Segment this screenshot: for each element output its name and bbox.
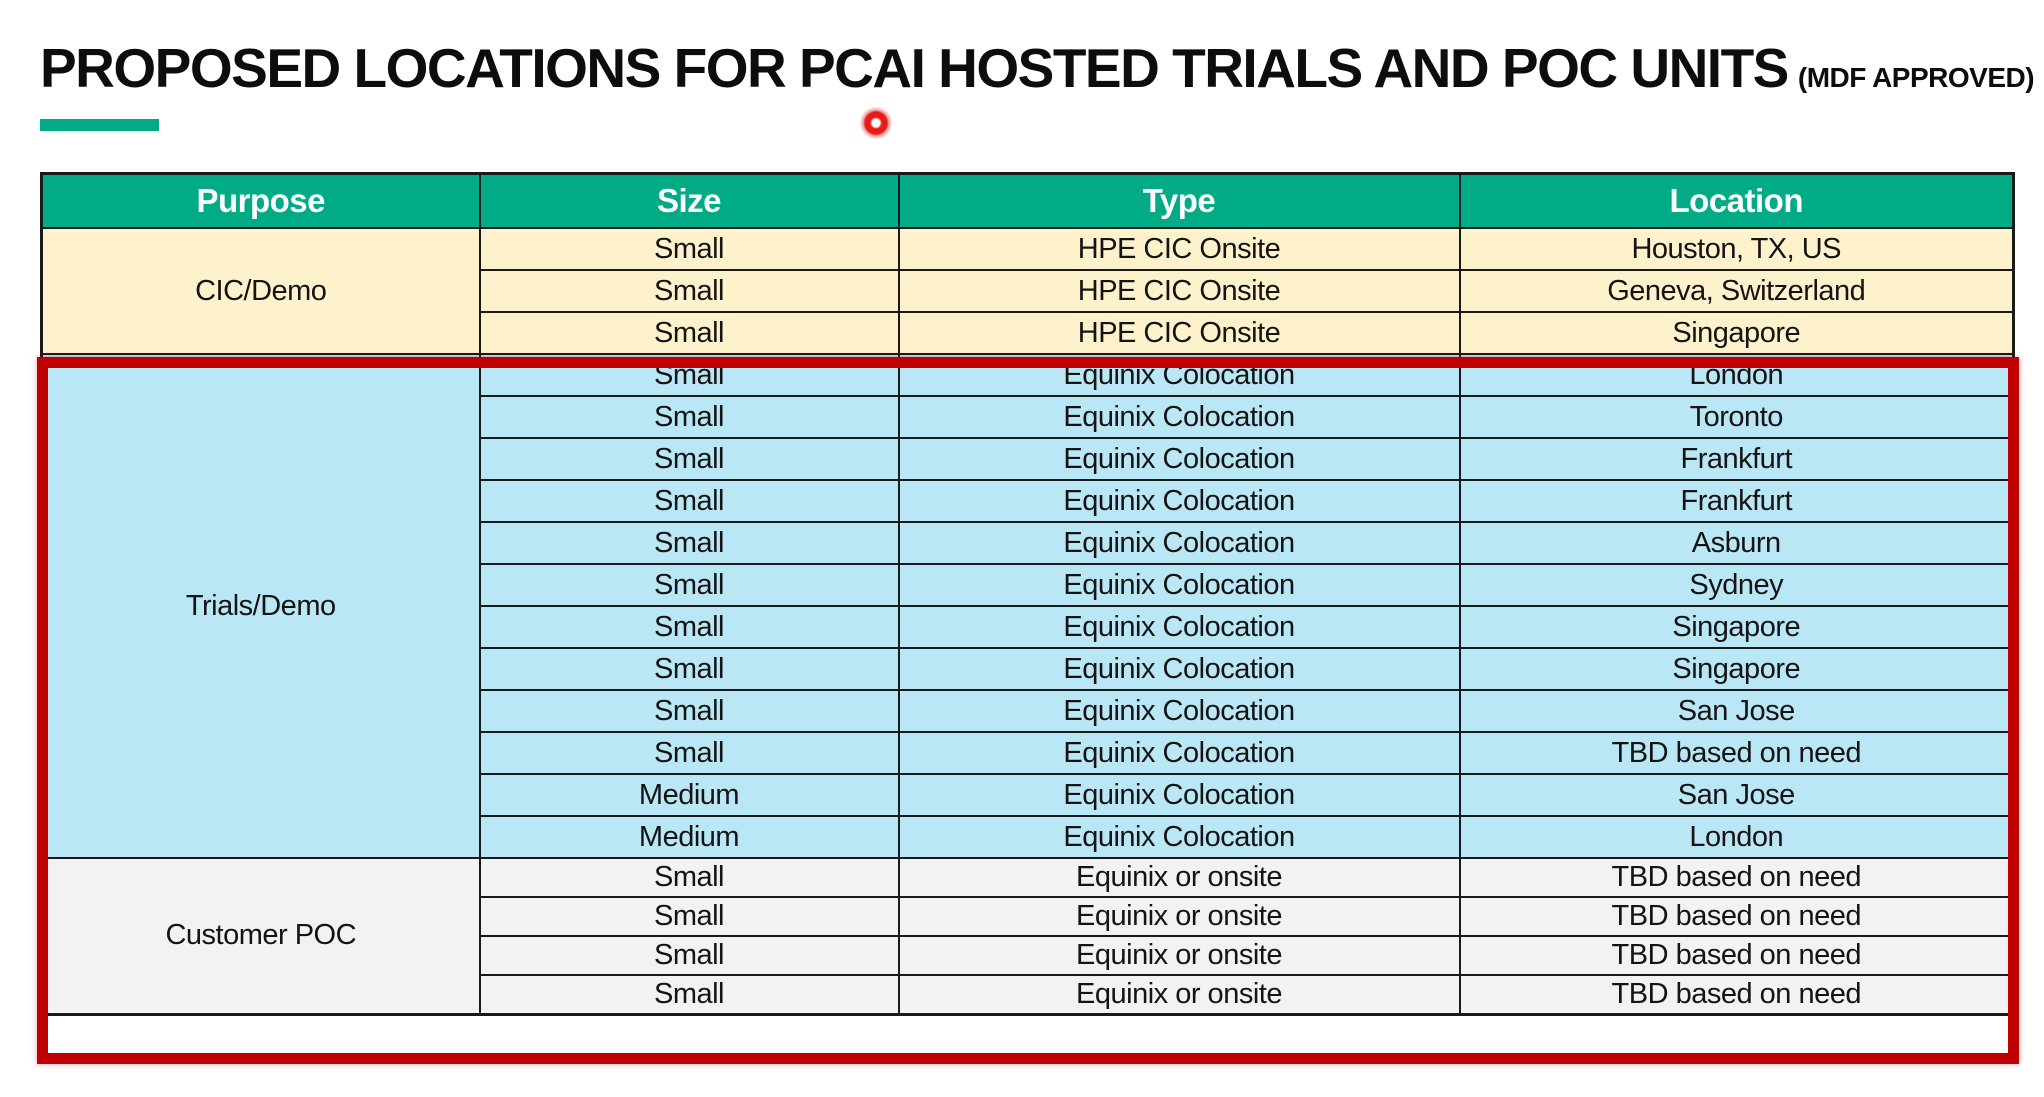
type-cell: Equinix Colocation bbox=[897, 689, 1461, 733]
table-row: Small Equinix Colocation Frankfurt bbox=[42, 437, 2015, 481]
table-row: Customer POC Small Equinix or onsite TBD… bbox=[40, 857, 2015, 1015]
location-cell: Singapore bbox=[1458, 647, 2015, 691]
location-cell: Sydney bbox=[1458, 563, 2015, 607]
table-row: Small Equinix Colocation TBD based on ne… bbox=[42, 731, 2015, 775]
table-row: Small HPE CIC Onsite Singapore bbox=[42, 311, 2015, 355]
location-cell: Asburn bbox=[1458, 521, 2015, 565]
header-row: Purpose Size Type Location bbox=[40, 172, 2015, 229]
type-cell: Equinix Colocation bbox=[897, 647, 1461, 691]
table-row: Small Equinix Colocation Sydney bbox=[42, 563, 2015, 607]
table-row: Trials/Demo Small Equinix Colocation Lon… bbox=[40, 353, 2015, 859]
location-cell: London bbox=[1458, 815, 2015, 859]
location-cell: TBD based on need bbox=[1458, 896, 2015, 937]
purpose-cell-customer-poc: Customer POC bbox=[40, 857, 481, 1015]
location-cell: Houston, TX, US bbox=[1458, 227, 2015, 271]
location-cell: TBD based on need bbox=[1458, 974, 2015, 1015]
type-cell: Equinix Colocation bbox=[897, 479, 1461, 523]
size-cell: Small bbox=[478, 353, 900, 397]
table-row: Medium Equinix Colocation San Jose bbox=[42, 773, 2015, 817]
type-cell: Equinix Colocation bbox=[897, 395, 1461, 439]
size-cell: Small bbox=[478, 395, 900, 439]
type-cell: Equinix or onsite bbox=[897, 896, 1461, 937]
location-cell: Toronto bbox=[1458, 395, 2015, 439]
page-title: PROPOSED LOCATIONS FOR PCAI HOSTED TRIAL… bbox=[40, 37, 2035, 99]
column-header-size: Size bbox=[478, 172, 900, 229]
table-row: Small Equinix Colocation Asburn bbox=[42, 521, 2015, 565]
size-cell: Small bbox=[478, 479, 900, 523]
type-cell: Equinix Colocation bbox=[897, 353, 1461, 397]
title-accent-bar bbox=[40, 119, 159, 131]
size-cell: Small bbox=[478, 647, 900, 691]
size-cell: Small bbox=[478, 563, 900, 607]
size-cell: Small bbox=[478, 974, 900, 1015]
size-cell: Small bbox=[478, 269, 900, 313]
size-cell: Small bbox=[478, 896, 900, 937]
purpose-cell-trials-demo: Trials/Demo bbox=[40, 353, 481, 859]
location-cell: Singapore bbox=[1458, 605, 2015, 649]
column-header-location: Location bbox=[1458, 172, 2015, 229]
size-cell: Small bbox=[478, 605, 900, 649]
table-row: Medium Equinix Colocation London bbox=[42, 815, 2015, 859]
size-cell: Small bbox=[478, 437, 900, 481]
size-cell: Small bbox=[478, 689, 900, 733]
table-row: Small Equinix Colocation Singapore bbox=[42, 647, 2015, 691]
table-row: Small Equinix or onsite TBD based on nee… bbox=[42, 935, 2015, 976]
table-row: Small Equinix Colocation Toronto bbox=[42, 395, 2015, 439]
location-cell: Geneva, Switzerland bbox=[1458, 269, 2015, 313]
location-cell: San Jose bbox=[1458, 689, 2015, 733]
type-cell: HPE CIC Onsite bbox=[897, 311, 1461, 355]
size-cell: Medium bbox=[478, 773, 900, 817]
size-cell: Small bbox=[478, 731, 900, 775]
table-row: Small HPE CIC Onsite Geneva, Switzerland bbox=[42, 269, 2015, 313]
type-cell: Equinix or onsite bbox=[897, 935, 1461, 976]
size-cell: Small bbox=[478, 935, 900, 976]
type-cell: Equinix Colocation bbox=[897, 521, 1461, 565]
page-title-text: PROPOSED LOCATIONS FOR PCAI HOSTED TRIAL… bbox=[40, 37, 1789, 99]
size-cell: Medium bbox=[478, 815, 900, 859]
type-cell: Equinix Colocation bbox=[897, 563, 1461, 607]
table-row: Small Equinix Colocation San Jose bbox=[42, 689, 2015, 733]
type-cell: Equinix Colocation bbox=[897, 731, 1461, 775]
purpose-cell-cic-demo: CIC/Demo bbox=[40, 227, 481, 355]
table-row: CIC/Demo Small HPE CIC Onsite Houston, T… bbox=[40, 227, 2015, 355]
location-cell: Frankfurt bbox=[1458, 479, 2015, 523]
column-header-purpose: Purpose bbox=[40, 172, 481, 229]
type-cell: Equinix Colocation bbox=[897, 773, 1461, 817]
type-cell: Equinix or onsite bbox=[897, 857, 1461, 898]
location-cell: TBD based on need bbox=[1458, 731, 2015, 775]
type-cell: Equinix Colocation bbox=[897, 815, 1461, 859]
type-cell: HPE CIC Onsite bbox=[897, 227, 1461, 271]
location-cell: TBD based on need bbox=[1458, 935, 2015, 976]
page-title-suffix: (MDF APPROVED) bbox=[1797, 62, 2035, 93]
type-cell: Equinix or onsite bbox=[897, 974, 1461, 1015]
location-cell: San Jose bbox=[1458, 773, 2015, 817]
laser-pointer-dot bbox=[860, 107, 892, 139]
table-row: Small Equinix Colocation Singapore bbox=[42, 605, 2015, 649]
location-cell: TBD based on need bbox=[1458, 857, 2015, 898]
table-row: Small Equinix Colocation Frankfurt bbox=[42, 479, 2015, 523]
type-cell: Equinix Colocation bbox=[897, 605, 1461, 649]
size-cell: Small bbox=[478, 227, 900, 271]
locations-table-container: Purpose Size Type Location CIC/Demo Smal… bbox=[40, 172, 2015, 1016]
size-cell: Small bbox=[478, 521, 900, 565]
type-cell: HPE CIC Onsite bbox=[897, 269, 1461, 313]
column-header-type: Type bbox=[897, 172, 1461, 229]
table-row: Small Equinix or onsite TBD based on nee… bbox=[42, 974, 2015, 1015]
table-row: Small Equinix or onsite TBD based on nee… bbox=[42, 896, 2015, 937]
location-cell: Singapore bbox=[1458, 311, 2015, 355]
locations-table: Purpose Size Type Location CIC/Demo Smal… bbox=[40, 172, 2015, 1016]
location-cell: Frankfurt bbox=[1458, 437, 2015, 481]
type-cell: Equinix Colocation bbox=[897, 437, 1461, 481]
location-cell: London bbox=[1458, 353, 2015, 397]
size-cell: Small bbox=[478, 311, 900, 355]
size-cell: Small bbox=[478, 857, 900, 898]
